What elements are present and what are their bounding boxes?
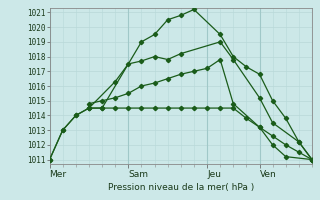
X-axis label: Pression niveau de la mer( hPa ): Pression niveau de la mer( hPa ) [108, 183, 254, 192]
